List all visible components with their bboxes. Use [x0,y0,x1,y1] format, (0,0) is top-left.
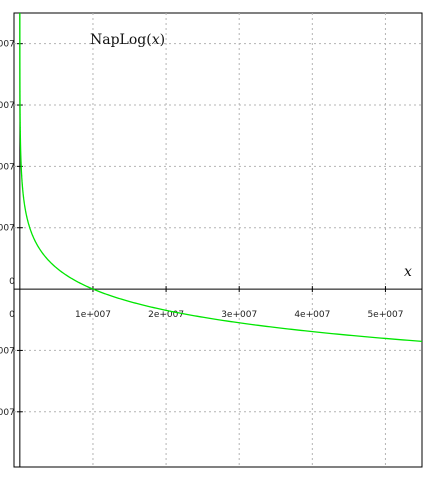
x-tick-label: 4e+007 [294,310,330,320]
plot-frame [13,12,423,468]
y-tick-label: 8e+007 [0,40,15,50]
y-tick-label: 0 [9,277,15,287]
x-tick-label: 1e+007 [75,310,111,320]
y-tick-labels: 8e+007 6e+007 4e+007 2e+007 0 -2e+007 -4e+007 [0,40,15,418]
y-tick-label: 6e+007 [0,101,15,111]
function-label-close: ) [160,32,165,48]
x-tick-label: 2e+007 [148,310,184,320]
gridlines [14,13,422,467]
series-line [19,13,423,343]
x-axis-label: x [404,264,412,280]
function-label: NapLog(x) [90,32,165,48]
y-tick-label: 4e+007 [0,162,15,172]
x-tick-label: 0 [9,310,15,320]
x-tick-labels: 0 1e+007 2e+007 3e+007 4e+007 5e+007 [9,310,403,320]
y-tick-label: -2e+007 [0,346,15,356]
function-label-var: x [152,32,160,48]
y-tick-label: 2e+007 [0,224,15,234]
function-label-name: NapLog( [90,32,152,48]
x-tick-label: 5e+007 [367,310,403,320]
x-tick-label: 3e+007 [221,310,257,320]
y-tick-label: -4e+007 [0,408,15,418]
